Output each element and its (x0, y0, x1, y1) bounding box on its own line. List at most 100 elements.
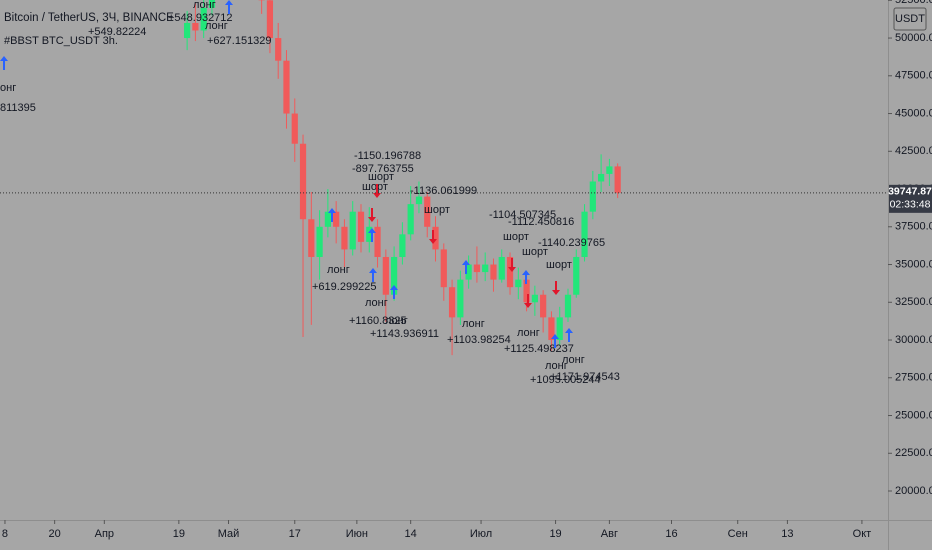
x-tick-label: Авг (601, 528, 618, 540)
y-tick-label: 30000.00 (895, 334, 932, 346)
trade-annotation: +1171.974543 (550, 371, 620, 383)
candle-body (490, 264, 497, 280)
candle-body (548, 317, 555, 341)
x-tick-label: 19 (173, 528, 185, 540)
trade-annotation: лонг (462, 318, 485, 330)
candle-body (448, 287, 456, 318)
trade-annotation: -1136.061999 (410, 185, 477, 197)
chart-title: Bitcoin / TetherUS, 3Ч, BINANCE (4, 12, 174, 24)
trade-annotation: лонг (205, 20, 228, 32)
x-tick-label: 14 (405, 528, 417, 540)
candle-body (498, 256, 505, 280)
trade-annotation: 811395 (0, 102, 36, 114)
candle-body (473, 264, 481, 273)
x-tick-label: Сен (728, 528, 748, 540)
short-arrow (524, 294, 532, 308)
candle-body (316, 226, 323, 257)
long-arrow (551, 334, 559, 348)
long-arrow (225, 0, 233, 14)
last-price-box (889, 184, 932, 213)
trade-annotation: -1150.196788 (354, 150, 421, 162)
trade-annotation: онг (0, 82, 16, 94)
candle-body (465, 264, 472, 280)
x-tick-label: 13 (781, 528, 793, 540)
candle-body (275, 38, 282, 61)
trade-annotation: шорт (362, 181, 388, 193)
candles (184, 0, 621, 356)
trade-annotation: шорт (546, 259, 572, 271)
last-price-label: 39747.87 (888, 186, 932, 198)
trade-annotation: -897.763755 (352, 163, 414, 175)
trade-annotation: +1160.8325 (349, 315, 407, 327)
candle-body (415, 196, 423, 205)
candle-body (200, 7, 207, 31)
y-tick-label: 35000.00 (895, 258, 932, 270)
trade-annotation: +548.932712 (168, 12, 233, 24)
candle-body (357, 211, 365, 242)
candle-body (515, 279, 522, 288)
candle-body (523, 279, 530, 303)
trade-annotation: лонг (193, 0, 216, 11)
x-tick-label: 8 (2, 528, 8, 540)
trade-annotation: +1103.98254 (447, 334, 511, 346)
trade-annotation: лонг (365, 297, 388, 309)
annotations: онг811395+549.82224+548.932712лонглонг+6… (0, 0, 620, 386)
countdown: 02:33:48 (890, 199, 931, 211)
x-tick-label: Май (218, 528, 240, 540)
candle-body (349, 211, 356, 250)
long-arrow (369, 268, 377, 282)
x-tick-label: Апр (95, 528, 114, 540)
candle-body (573, 256, 580, 295)
y-tick-label: 50000.00 (895, 32, 932, 44)
trade-annotation: шорт (522, 246, 548, 258)
candle-body (366, 226, 373, 242)
candle-body (581, 211, 588, 257)
long-arrow (565, 328, 573, 342)
trade-annotation: +627.151329 (207, 35, 272, 47)
long-arrow (328, 208, 336, 222)
candle-body (424, 196, 431, 227)
candle-body (614, 166, 621, 193)
candle-body (184, 22, 191, 39)
candle-body (291, 113, 298, 144)
trade-annotation: -1112.450816 (508, 216, 574, 228)
candle-body (506, 256, 514, 288)
long-arrow (522, 270, 530, 284)
candle-body (391, 256, 398, 295)
x-tick-label: 16 (665, 528, 677, 540)
candle-body (324, 211, 331, 227)
long-arrow (368, 228, 376, 242)
long-arrow (0, 56, 8, 70)
trade-annotation: +1143.936911 (370, 328, 439, 340)
trade-annotation: шорт (424, 204, 450, 216)
candle-body (399, 234, 406, 257)
candle-body (606, 166, 613, 174)
trade-annotation: лонг (327, 264, 350, 276)
candle-body (556, 317, 563, 341)
y-tick-label: 22500.00 (895, 447, 932, 459)
trade-annotation: +549.82224 (88, 26, 146, 38)
currency-box (893, 7, 927, 31)
trade-annotation: -1140.239765 (538, 237, 605, 249)
indicator-label: #BBST BTC_USDT 3h. (4, 35, 118, 47)
candle-body (382, 256, 389, 295)
short-arrow (508, 258, 516, 272)
trade-annotation: лонг (517, 327, 540, 339)
candle-body (589, 181, 596, 212)
short-arrow (429, 230, 437, 244)
x-tick-label: Июн (346, 528, 368, 540)
candle-body (432, 226, 439, 250)
trade-annotation: шорт (368, 171, 394, 183)
long-arrow (390, 285, 398, 299)
x-tick-label: Окт (853, 528, 872, 540)
candle-body (407, 204, 414, 235)
y-tick-label: 52500.00 (895, 0, 932, 6)
y-tick-label: 37500.00 (895, 221, 932, 233)
trade-annotation: шорт (503, 231, 529, 243)
candle-body (564, 294, 572, 318)
y-tick-label: 47500.00 (895, 70, 932, 82)
candle-body (208, 0, 216, 8)
x-tick-label: 17 (289, 528, 301, 540)
candle-body (598, 173, 605, 182)
